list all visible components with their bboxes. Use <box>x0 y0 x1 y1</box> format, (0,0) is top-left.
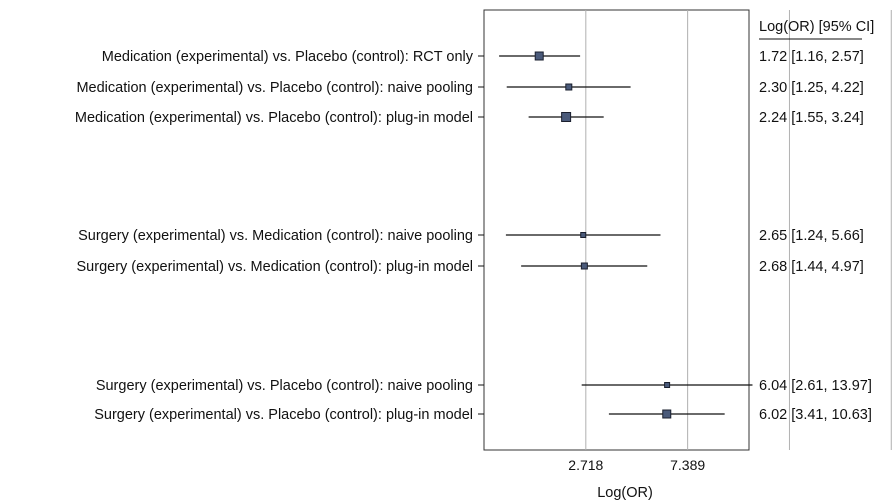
forest-row: Surgery (experimental) vs. Placebo (cont… <box>94 407 872 423</box>
row-label: Surgery (experimental) vs. Placebo (cont… <box>94 407 473 423</box>
x-tick-label: 7.389 <box>670 457 705 473</box>
point-estimate <box>662 409 672 419</box>
x-axis-label: Log(OR) <box>597 485 653 501</box>
point-estimate <box>664 382 671 388</box>
point-estimate <box>534 51 544 61</box>
row-label: Medication (experimental) vs. Placebo (c… <box>75 110 473 126</box>
row-label: Medication (experimental) vs. Placebo (c… <box>76 80 473 96</box>
estimate-text: 2.68 [1.44, 4.97] <box>759 259 864 275</box>
estimate-header: Log(OR) [95% CI] <box>759 19 874 35</box>
row-label: Surgery (experimental) vs. Placebo (cont… <box>96 378 473 394</box>
point-estimate <box>580 232 587 238</box>
forest-row: Surgery (experimental) vs. Medication (c… <box>78 228 864 244</box>
estimate-text: 2.24 [1.55, 3.24] <box>759 110 864 126</box>
forest-row: Medication (experimental) vs. Placebo (c… <box>76 80 863 96</box>
point-estimate <box>561 112 572 122</box>
row-label: Surgery (experimental) vs. Medication (c… <box>77 259 474 275</box>
row-label: Surgery (experimental) vs. Medication (c… <box>78 228 473 244</box>
estimate-text: 6.04 [2.61, 13.97] <box>759 378 872 394</box>
estimate-text: 1.72 [1.16, 2.57] <box>759 49 864 65</box>
plot-frame <box>483 9 750 451</box>
estimate-text: 6.02 [3.41, 10.63] <box>759 407 872 423</box>
forest-rows: Medication (experimental) vs. Placebo (c… <box>75 49 872 423</box>
estimate-text: 2.30 [1.25, 4.22] <box>759 80 864 96</box>
point-estimate <box>580 262 588 270</box>
forest-row: Medication (experimental) vs. Placebo (c… <box>75 110 864 126</box>
forest-row: Medication (experimental) vs. Placebo (c… <box>102 49 864 65</box>
x-axis-ticks: 2.718 7.389 <box>568 457 705 473</box>
forest-row: Surgery (experimental) vs. Medication (c… <box>77 259 864 275</box>
forest-row: Surgery (experimental) vs. Placebo (cont… <box>96 378 872 394</box>
point-estimate <box>565 83 573 91</box>
x-tick-label: 2.718 <box>568 457 603 473</box>
grid-lines <box>585 10 892 450</box>
row-label: Medication (experimental) vs. Placebo (c… <box>102 49 474 65</box>
estimate-text: 2.65 [1.24, 5.66] <box>759 228 864 244</box>
